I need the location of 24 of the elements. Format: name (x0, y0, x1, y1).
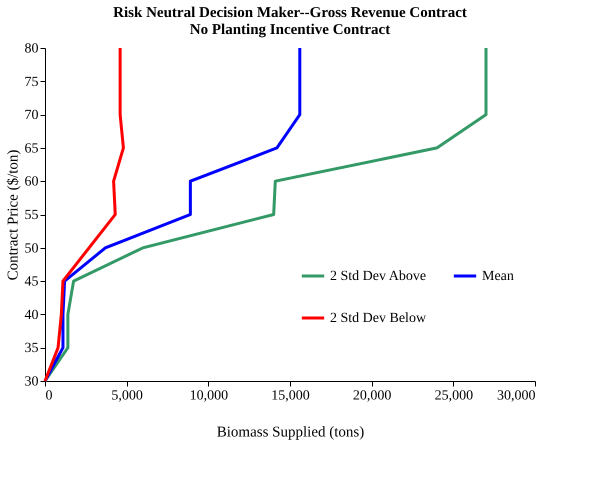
y-tick-label: 35 (24, 341, 38, 356)
y-tick-label: 50 (24, 241, 38, 256)
x-tick-label: 10,000 (190, 388, 228, 404)
y-tick-label: 80 (24, 42, 38, 56)
x-tick-label: 25,000 (434, 388, 474, 404)
x-tick-label: 15,000 (271, 388, 310, 404)
y-tick-label: 65 (24, 141, 38, 156)
y-tick-label: 55 (24, 208, 38, 223)
y-tick-label: 30 (24, 374, 38, 390)
legend-label: Mean (482, 269, 514, 284)
x-axis-title: Biomass Supplied (tons) (216, 424, 364, 440)
y-axis-title: Contract Price ($/ton) (6, 150, 22, 280)
x-tick-label: 20,000 (352, 388, 392, 404)
legend-label: 2 Std Dev Above (330, 269, 426, 284)
x-tick-label: 30,000 (497, 388, 536, 404)
y-tick-label: 70 (24, 108, 38, 124)
x-tick-label: 5,000 (111, 388, 143, 404)
y-tick-label: 45 (24, 274, 38, 290)
x-tick-label: 0 (46, 388, 52, 404)
y-tick-label: 40 (24, 308, 38, 323)
y-tick-label: 60 (24, 174, 38, 190)
chart-title: Risk Neutral Decision Maker--Gross Revenue Contract No Planting Incentive Contract (113, 5, 467, 38)
legend-label: 2 Std Dev Below (330, 311, 427, 326)
y-tick-label: 75 (24, 74, 38, 90)
